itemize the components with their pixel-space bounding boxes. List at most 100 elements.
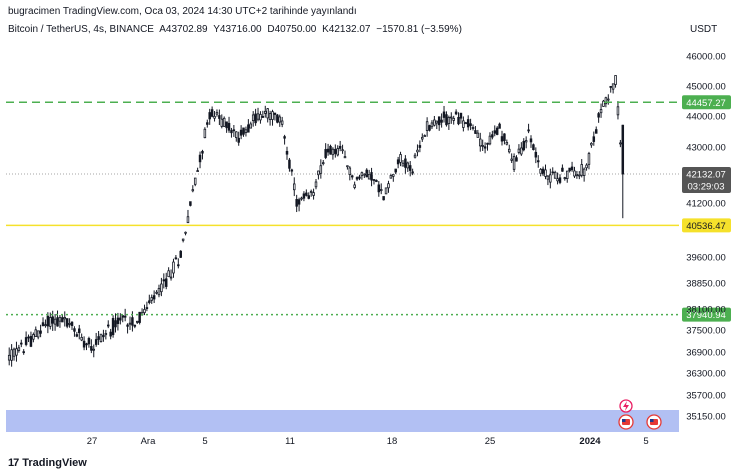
candle bbox=[365, 168, 368, 178]
candle bbox=[428, 124, 431, 132]
candle bbox=[442, 105, 446, 123]
candle bbox=[97, 330, 100, 345]
candle-body bbox=[474, 130, 477, 134]
candle-body bbox=[520, 147, 523, 155]
candle bbox=[575, 170, 579, 179]
time-tick-label: 25 bbox=[485, 436, 496, 447]
candle-body bbox=[244, 129, 248, 133]
candle bbox=[387, 180, 390, 193]
candle-body bbox=[280, 120, 284, 125]
candle bbox=[215, 109, 219, 117]
candle-body bbox=[266, 108, 269, 119]
candle bbox=[150, 294, 153, 304]
candle-body bbox=[343, 156, 347, 159]
candle-body bbox=[607, 98, 610, 101]
candle bbox=[39, 324, 42, 338]
candle-body bbox=[563, 177, 567, 180]
candle-body bbox=[396, 159, 400, 165]
candle bbox=[529, 135, 533, 148]
candle bbox=[53, 314, 57, 331]
candle bbox=[466, 115, 470, 131]
candle bbox=[164, 272, 168, 290]
candle bbox=[558, 174, 562, 185]
candle bbox=[500, 130, 504, 146]
candle bbox=[353, 181, 356, 190]
price-tick-label: 46000.00 bbox=[686, 52, 726, 63]
candle bbox=[421, 133, 424, 142]
candle bbox=[312, 188, 315, 200]
candle bbox=[160, 277, 163, 297]
price-tick-label: 35150.00 bbox=[686, 412, 726, 423]
candle bbox=[189, 201, 192, 207]
candle bbox=[394, 168, 397, 175]
candle bbox=[249, 121, 253, 129]
candle-body bbox=[609, 85, 612, 88]
candle-body bbox=[416, 149, 419, 153]
candle-body bbox=[126, 324, 129, 327]
candle bbox=[408, 161, 412, 177]
candle-body bbox=[401, 162, 405, 167]
candle bbox=[454, 109, 458, 116]
candle-body bbox=[324, 149, 327, 158]
candle bbox=[186, 209, 190, 224]
level-label-box bbox=[682, 307, 731, 322]
zone-band bbox=[6, 410, 679, 432]
currency-label[interactable]: USDT bbox=[690, 24, 718, 35]
candle bbox=[573, 166, 576, 179]
candle-body bbox=[421, 136, 424, 140]
candle bbox=[232, 125, 236, 137]
candle-body bbox=[553, 171, 557, 179]
candle bbox=[326, 143, 330, 156]
candle bbox=[70, 321, 74, 330]
candle-body bbox=[92, 348, 96, 351]
candle-body bbox=[536, 160, 540, 163]
candle-body bbox=[367, 174, 371, 180]
candle bbox=[94, 332, 98, 347]
candle-body bbox=[198, 154, 202, 163]
candle bbox=[225, 121, 228, 133]
candle bbox=[423, 134, 426, 137]
candle-body bbox=[111, 318, 115, 336]
candle bbox=[553, 170, 557, 179]
candle-body bbox=[273, 112, 277, 115]
candle-body bbox=[614, 75, 617, 85]
candle bbox=[495, 126, 499, 136]
candle bbox=[602, 99, 605, 107]
candle-body bbox=[247, 124, 250, 133]
candle bbox=[503, 133, 506, 145]
candle bbox=[90, 339, 93, 354]
candle-body bbox=[382, 196, 385, 201]
legend-symbol[interactable]: Bitcoin / TetherUS, 4s, BINANCE bbox=[8, 24, 154, 35]
candle bbox=[619, 139, 622, 148]
candle bbox=[247, 119, 250, 133]
candle-body bbox=[363, 173, 366, 176]
time-tick-label: Ara bbox=[141, 436, 157, 447]
candle-body bbox=[148, 300, 151, 303]
candle bbox=[266, 108, 269, 123]
candle-body bbox=[203, 128, 207, 139]
candle-body bbox=[41, 322, 45, 327]
candle-body bbox=[425, 121, 429, 131]
candle-body bbox=[109, 331, 112, 337]
candle bbox=[435, 120, 439, 130]
candle-body bbox=[394, 168, 397, 173]
time-tick-label: 2024 bbox=[579, 436, 601, 447]
candle bbox=[379, 183, 383, 195]
candle bbox=[300, 196, 303, 201]
candle bbox=[68, 318, 71, 328]
candle-body bbox=[114, 320, 117, 328]
candle-body bbox=[46, 315, 50, 327]
candle-body bbox=[121, 315, 124, 318]
candle bbox=[128, 316, 132, 330]
candle-body bbox=[551, 171, 554, 174]
candle-body bbox=[317, 170, 320, 176]
candle-body bbox=[39, 330, 42, 334]
candle bbox=[597, 111, 600, 123]
candle bbox=[309, 189, 313, 197]
candle bbox=[520, 142, 523, 156]
time-tick-label: 5 bbox=[202, 436, 207, 447]
candle-body bbox=[573, 170, 576, 177]
candle bbox=[123, 308, 127, 322]
candle bbox=[314, 178, 318, 190]
